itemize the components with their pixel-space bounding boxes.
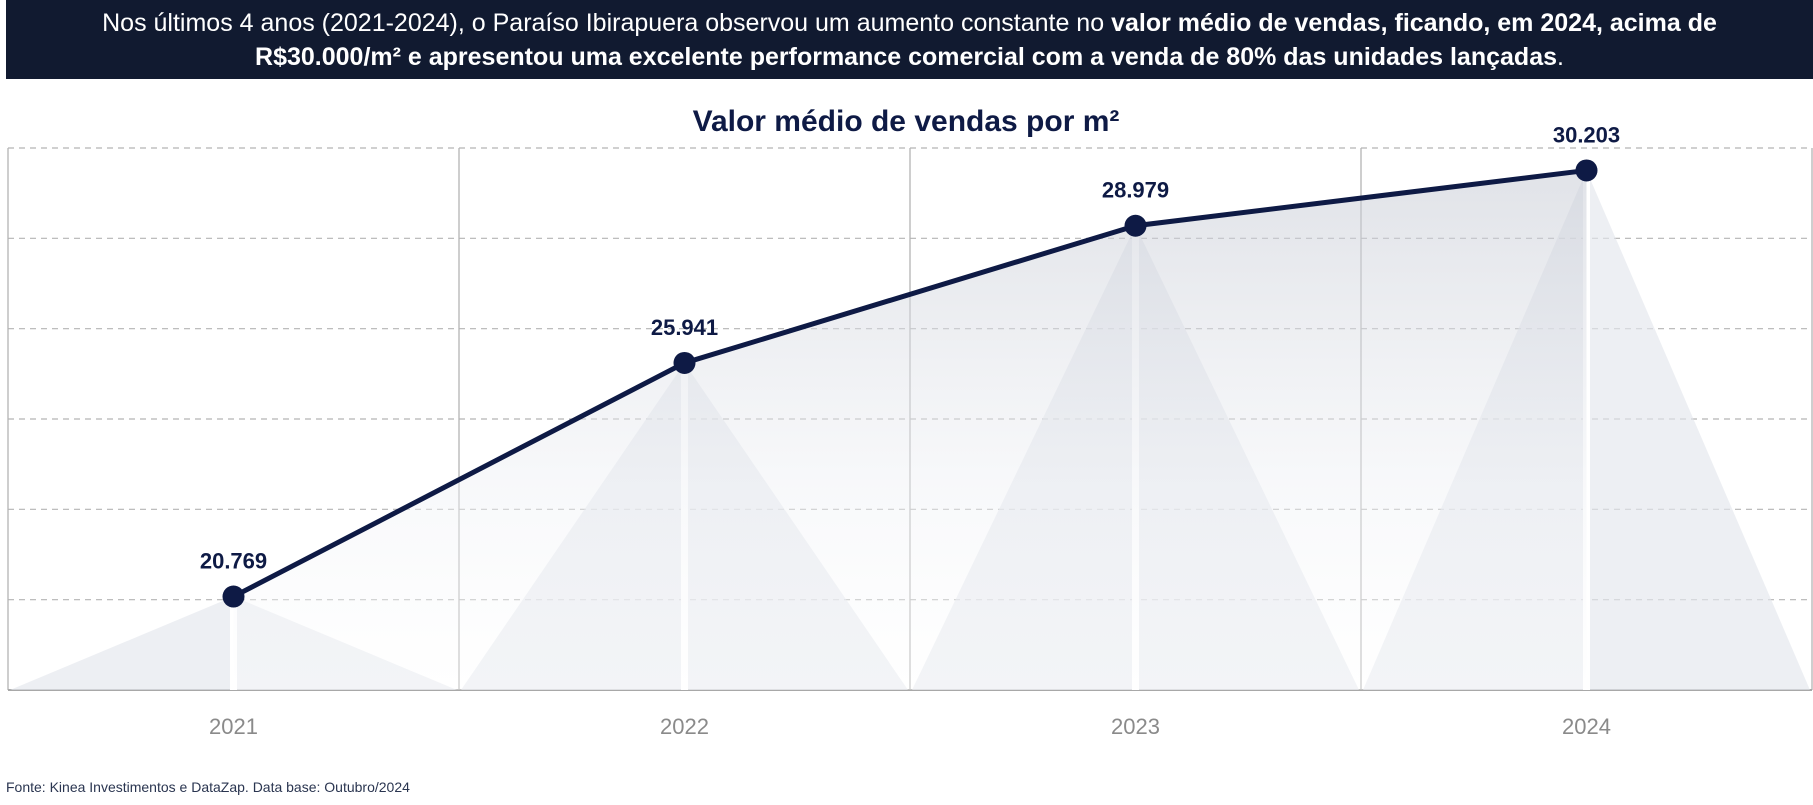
x-tick-label-2024: 2024 — [1562, 714, 1611, 739]
headline-line2-bold: R$30.000/m² e apresentou uma excelente p… — [255, 42, 1557, 71]
data-point-2023 — [1124, 214, 1147, 237]
headline-line1-normal: Nos últimos 4 anos (2021-2024), o Paraís… — [102, 8, 1112, 37]
chart-title: Valor médio de vendas por m² — [693, 105, 1120, 138]
data-point-2021 — [222, 585, 245, 608]
data-point-2024 — [1575, 159, 1598, 182]
x-tick-label-2023: 2023 — [1111, 714, 1160, 739]
data-point-2022 — [673, 351, 696, 374]
headline-line2-normal: . — [1557, 42, 1564, 71]
headline-banner: Nos últimos 4 anos (2021-2024), o Paraís… — [6, 0, 1813, 79]
series-line — [232, 167, 1587, 599]
x-tick-label-2021: 2021 — [209, 714, 258, 739]
area-fill — [233, 170, 1587, 691]
data-label-2022: 25.941 — [651, 315, 718, 340]
headline-line1-bold: valor médio de vendas, ficando, em 2024,… — [1111, 8, 1717, 37]
source-note: Fonte: Kinea Investimentos e DataZap. Da… — [6, 779, 410, 795]
x-tick-label-2022: 2022 — [660, 714, 709, 739]
data-label-2024: 30.203 — [1553, 122, 1620, 147]
data-label-2023: 28.979 — [1102, 178, 1169, 203]
data-label-2021: 20.769 — [200, 549, 267, 574]
headline-text: Nos últimos 4 anos (2021-2024), o Paraís… — [102, 6, 1717, 74]
